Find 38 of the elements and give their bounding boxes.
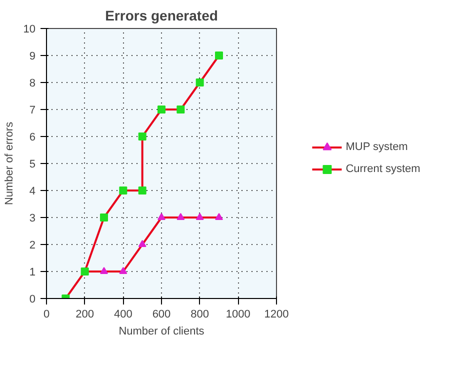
point [158, 212, 166, 220]
x-tick-label: 200 [76, 308, 94, 320]
x-tick-label: 1200 [264, 308, 289, 320]
point [138, 240, 146, 248]
x-axis-title: Number of clients [118, 326, 205, 338]
legend-label: MUP system [346, 141, 408, 153]
point [176, 212, 185, 220]
y-tick-label: 9 [29, 50, 36, 62]
y-tick-label: 0 [29, 294, 36, 306]
legend-label: Current system [346, 163, 420, 175]
point [138, 132, 146, 140]
point [119, 186, 128, 194]
y-tick-label: 4 [29, 186, 36, 198]
point [100, 214, 108, 222]
y-tick-label: 1 [29, 266, 36, 278]
point [119, 266, 128, 274]
y-axis-title: Number of errors [3, 121, 16, 206]
y-tick-label: 6 [29, 132, 36, 144]
point [158, 106, 166, 114]
y-tick-label: 2 [29, 240, 36, 252]
point [196, 78, 204, 86]
x-tick-label: 600 [152, 308, 171, 320]
x-tick-label: 400 [114, 308, 132, 320]
point [215, 212, 223, 220]
y-tick-label: 3 [29, 212, 36, 224]
chart-title: Errors generated [105, 8, 218, 24]
x-tick-label: 800 [190, 308, 210, 320]
y-tick-label: 8 [29, 78, 36, 90]
y-tick-label: 10 [23, 24, 36, 36]
y-tick-label: 7 [29, 104, 36, 116]
point [138, 186, 146, 194]
y-tick-label: 5 [29, 158, 36, 170]
point [196, 212, 204, 220]
point [176, 106, 185, 114]
x-tick-label: 1000 [226, 308, 250, 320]
x-tick-label: 0 [43, 308, 50, 320]
point [215, 52, 223, 60]
point [100, 266, 108, 274]
